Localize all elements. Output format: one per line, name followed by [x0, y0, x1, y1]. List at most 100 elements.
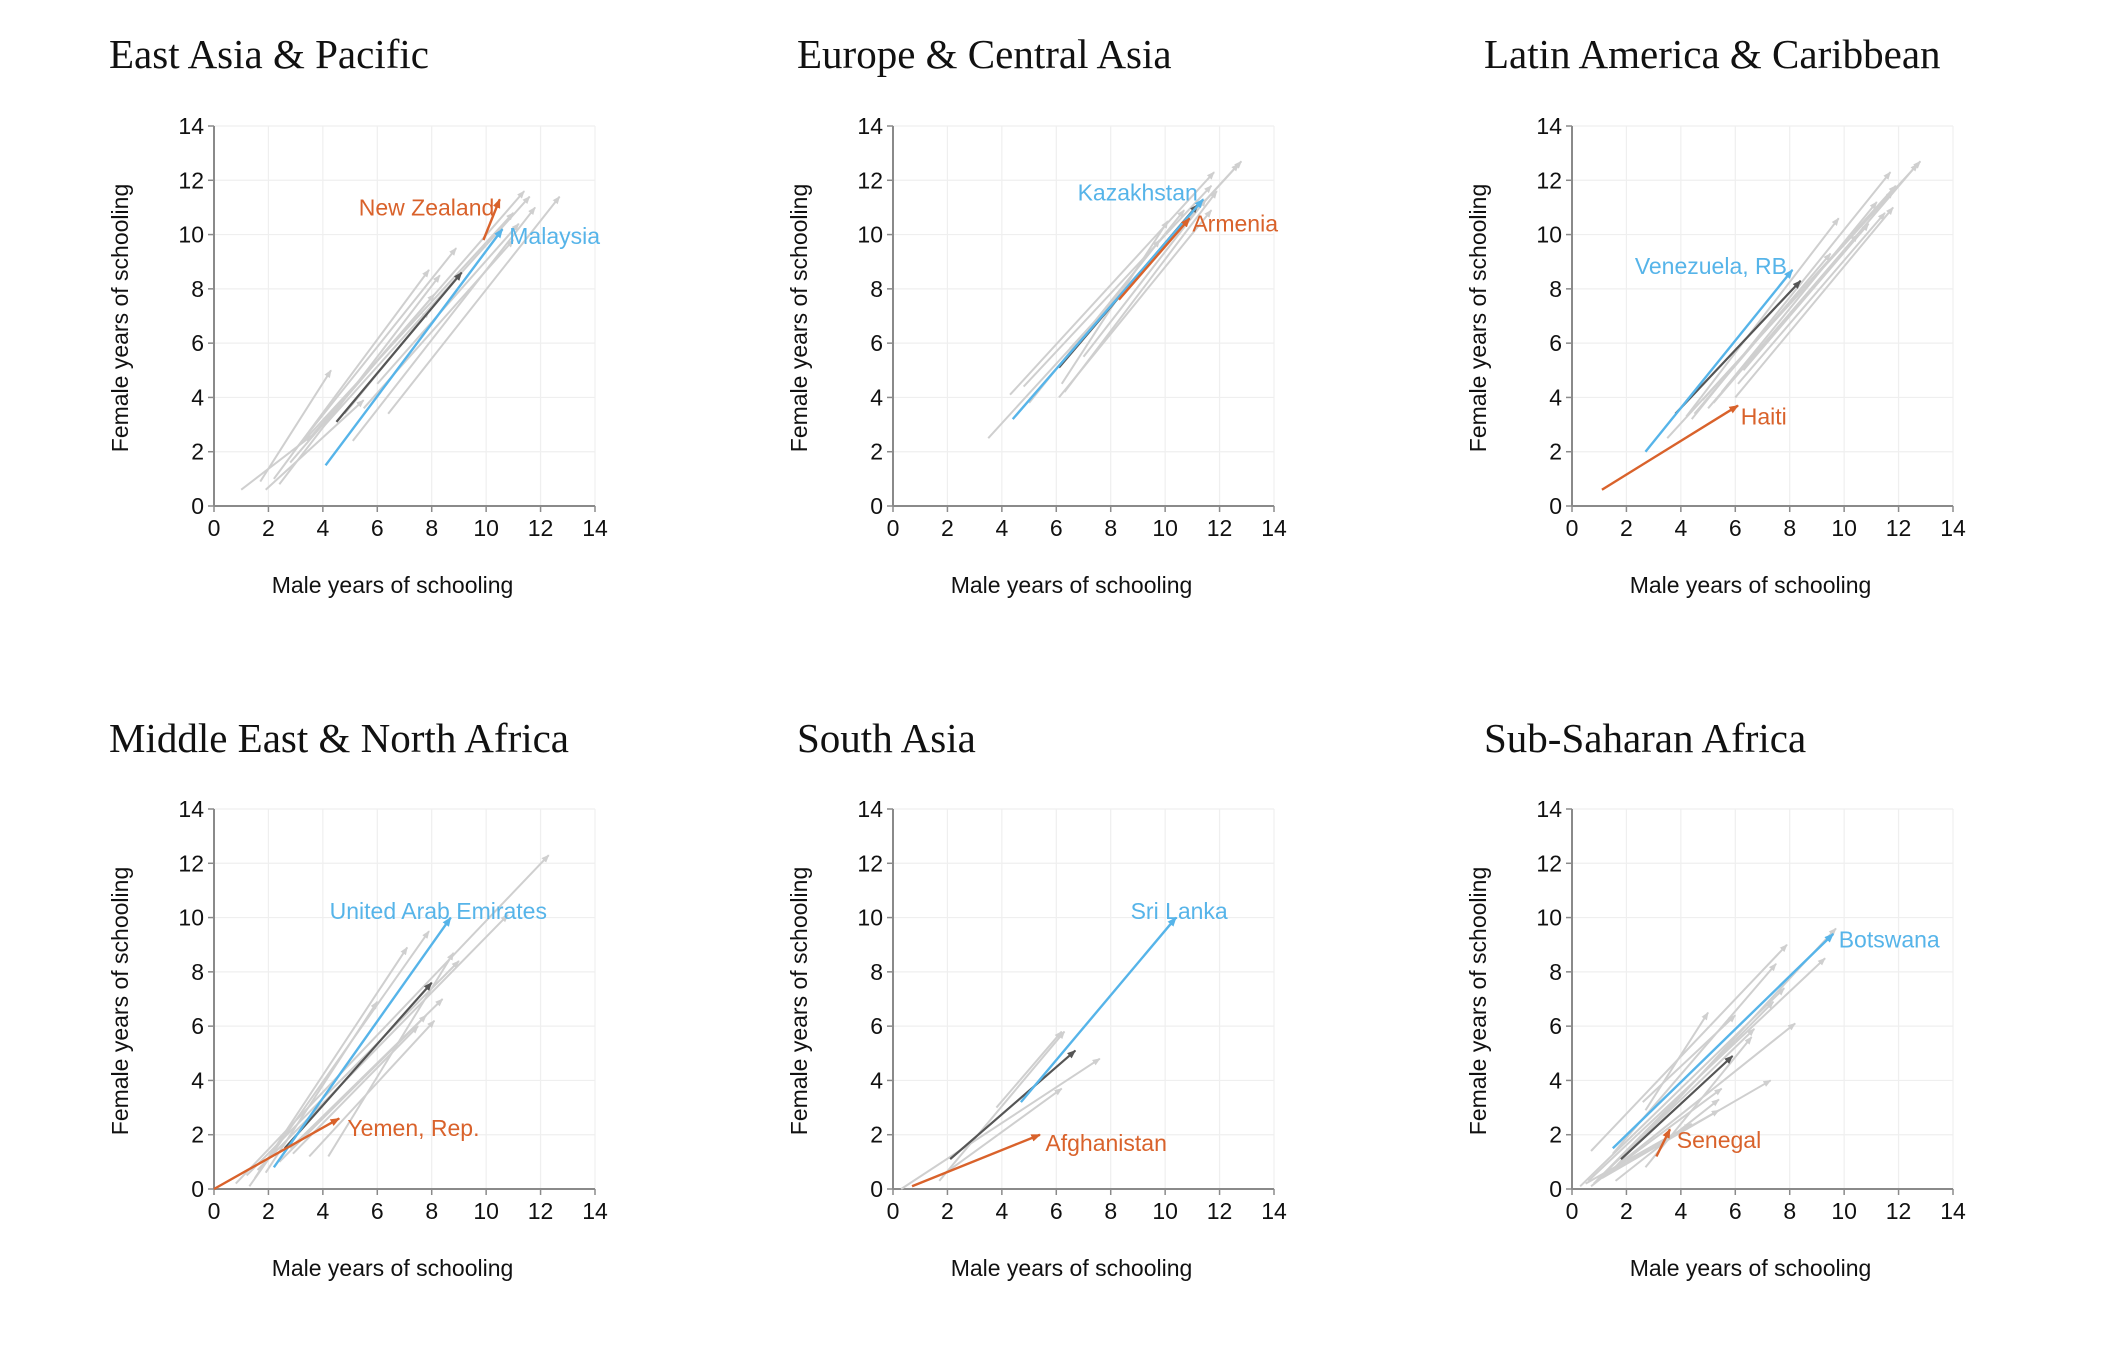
- country-arrow: [303, 212, 515, 442]
- y-tick-label: 12: [857, 167, 883, 193]
- x-tick-label: 8: [1783, 515, 1796, 541]
- country-label-new-zealand: New Zealand: [359, 194, 495, 220]
- country-arrow: [352, 206, 536, 442]
- y-tick-label: 2: [1549, 439, 1562, 465]
- x-tick-label: 10: [473, 515, 499, 541]
- highlight-arrow-malaysia: [324, 228, 504, 467]
- y-axis-label: Female years of schooling: [1465, 867, 1491, 1135]
- y-tick-label: 10: [857, 222, 883, 248]
- highlight-arrow-sri-lanka: [1019, 916, 1177, 1103]
- x-tick-label: 14: [582, 515, 608, 541]
- y-tick-label: 12: [857, 850, 883, 876]
- country-arrow: [1009, 171, 1215, 396]
- x-tick-label: 10: [1152, 1198, 1178, 1224]
- country-arrow: [938, 1030, 1066, 1182]
- y-tick-label: 10: [1536, 905, 1562, 931]
- panel-south-asia: South Asia Male years of schooling Femal…: [786, 715, 1287, 1281]
- country-arrow: [1082, 198, 1207, 358]
- x-tick-label: 12: [528, 515, 554, 541]
- y-tick-label: 4: [191, 384, 204, 410]
- y-tick-label: 2: [870, 439, 883, 465]
- x-axis-label: Male years of schooling: [1630, 1255, 1872, 1281]
- x-tick-label: 10: [473, 1198, 499, 1224]
- country-label-yemen-rep: Yemen, Rep.: [347, 1115, 479, 1141]
- y-tick-label: 2: [191, 1122, 204, 1148]
- y-tick-label: 8: [1549, 276, 1562, 302]
- x-tick-label: 6: [371, 1198, 384, 1224]
- x-tick-label: 2: [1620, 1198, 1633, 1224]
- y-tick-label: 2: [1549, 1122, 1562, 1148]
- country-label-sri-lanka: Sri Lanka: [1131, 898, 1228, 924]
- x-tick-label: 10: [1831, 515, 1857, 541]
- x-axis-label: Male years of schooling: [272, 1255, 514, 1281]
- x-tick-label: 4: [316, 1198, 329, 1224]
- y-tick-label: 4: [870, 1067, 883, 1093]
- x-tick-label: 2: [941, 1198, 954, 1224]
- y-tick-label: 12: [178, 850, 204, 876]
- x-tick-label: 4: [995, 1198, 1008, 1224]
- x-tick-label: 0: [887, 1198, 900, 1224]
- country-arrow: [1598, 1109, 1720, 1180]
- country-arrow: [240, 434, 313, 491]
- y-tick-label: 8: [1549, 959, 1562, 985]
- gridlines: [214, 808, 596, 1189]
- highlight-arrow-yemen-rep: [213, 1117, 341, 1191]
- country-arrow: [1742, 223, 1870, 371]
- x-tick-label: 6: [1050, 515, 1063, 541]
- y-tick-label: 6: [1549, 1013, 1562, 1039]
- x-tick-label: 0: [208, 1198, 221, 1224]
- x-tick-label: 12: [528, 1198, 554, 1224]
- x-axis-label: Male years of schooling: [951, 572, 1193, 598]
- country-arrow: [1109, 239, 1161, 304]
- country-arrow: [900, 1057, 1101, 1190]
- x-tick-label: 14: [582, 1198, 608, 1224]
- panel-europe-central-asia: Europe & Central Asia Male years of scho…: [786, 31, 1287, 598]
- y-tick-label: 6: [870, 330, 883, 356]
- country-arrow: [245, 960, 460, 1177]
- y-tick-label: 10: [178, 905, 204, 931]
- y-tick-label: 12: [178, 167, 204, 193]
- country-arrow: [1644, 1036, 1753, 1168]
- panel-title: Middle East & North Africa: [109, 715, 569, 761]
- country-arrow: [1720, 201, 1878, 393]
- x-tick-label: 8: [1783, 1198, 1796, 1224]
- x-tick-label: 6: [371, 515, 384, 541]
- other-countries: [235, 854, 550, 1187]
- x-axis-label: Male years of schooling: [1630, 572, 1872, 598]
- y-tick-label: 14: [857, 113, 883, 139]
- x-tick-label: 10: [1152, 515, 1178, 541]
- region-average-arrow: [1620, 1055, 1734, 1160]
- highlight-arrow-haiti: [1601, 404, 1739, 491]
- y-tick-label: 8: [870, 276, 883, 302]
- x-tick-label: 12: [1886, 1198, 1912, 1224]
- gridlines: [893, 125, 1275, 506]
- country-arrow: [1590, 944, 1788, 1152]
- x-tick-label: 4: [1674, 515, 1687, 541]
- y-tick-label: 4: [1549, 384, 1562, 410]
- x-tick-label: 6: [1729, 515, 1742, 541]
- x-tick-label: 2: [262, 1198, 275, 1224]
- x-tick-label: 14: [1940, 515, 1966, 541]
- x-tick-label: 8: [425, 1198, 438, 1224]
- country-label-senegal: Senegal: [1677, 1127, 1761, 1153]
- y-tick-label: 2: [870, 1122, 883, 1148]
- region-average-arrow: [949, 1049, 1077, 1160]
- highlight-arrow-afghanistan: [911, 1133, 1041, 1188]
- country-label-afghanistan: Afghanistan: [1045, 1130, 1166, 1156]
- x-tick-label: 10: [1831, 1198, 1857, 1224]
- y-tick-label: 0: [191, 1176, 204, 1202]
- x-tick-label: 4: [995, 515, 1008, 541]
- y-tick-label: 6: [191, 1013, 204, 1039]
- country-label-kazakhstan: Kazakhstan: [1078, 180, 1198, 206]
- x-tick-label: 0: [887, 515, 900, 541]
- x-tick-label: 2: [262, 515, 275, 541]
- y-tick-label: 0: [1549, 493, 1562, 519]
- y-axis-label: Female years of schooling: [107, 867, 133, 1135]
- country-arrow: [289, 293, 436, 464]
- country-label-haiti: Haiti: [1741, 403, 1787, 429]
- country-label-united-arab-emirates: United Arab Emirates: [330, 898, 547, 924]
- y-tick-label: 8: [870, 959, 883, 985]
- country-arrow: [1063, 190, 1218, 393]
- panel-middle-east-north-africa: Middle East & North Africa Male years of…: [107, 715, 608, 1281]
